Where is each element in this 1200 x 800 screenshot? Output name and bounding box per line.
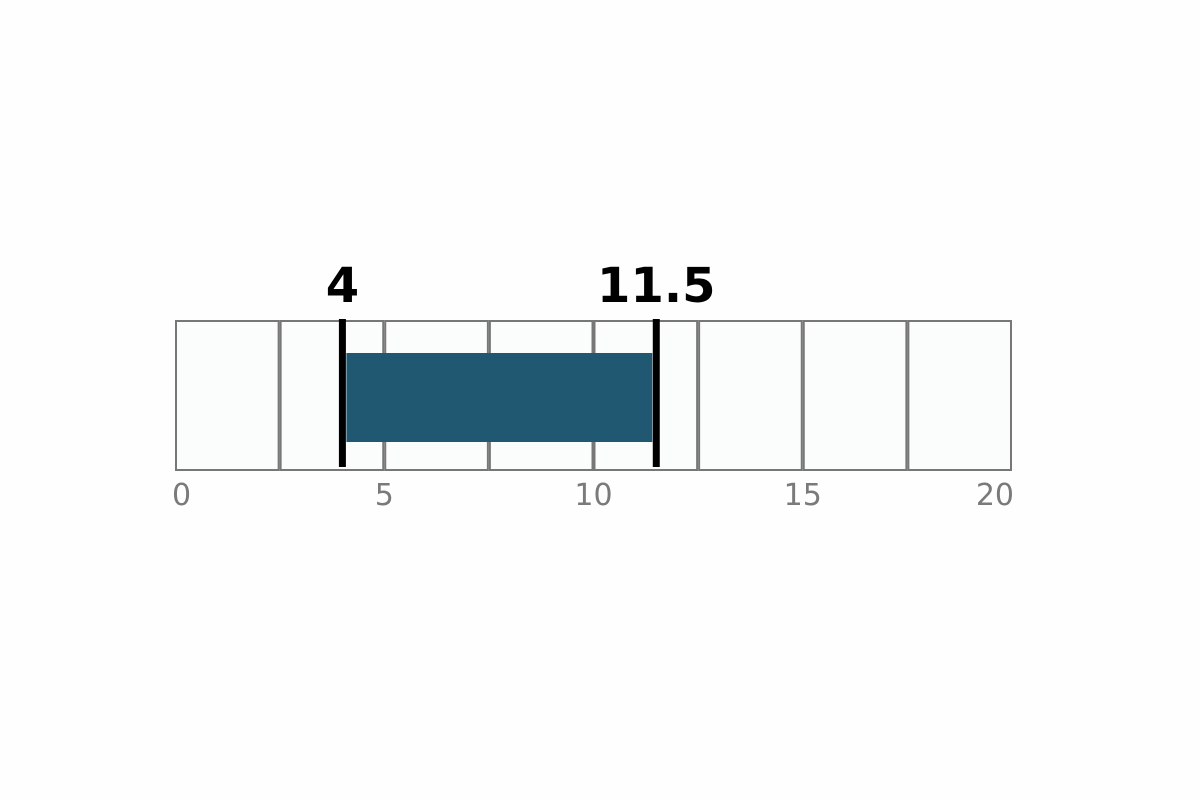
range-start-label: 4: [326, 258, 359, 314]
tick-label: 15: [784, 478, 822, 513]
grid-cell: [802, 320, 908, 471]
tick-label: 0: [172, 478, 191, 513]
grid-cell: [907, 320, 1012, 471]
range-bar: [346, 353, 653, 442]
tick-label: 10: [574, 478, 612, 513]
grid-cell: [175, 320, 280, 471]
tick-label: 20: [976, 478, 1014, 513]
tick-labels: 0 5 10 15 20: [172, 478, 1014, 513]
grid-cell: [698, 320, 803, 471]
range-end-label: 11.5: [597, 258, 715, 314]
tick-label: 5: [375, 478, 394, 513]
